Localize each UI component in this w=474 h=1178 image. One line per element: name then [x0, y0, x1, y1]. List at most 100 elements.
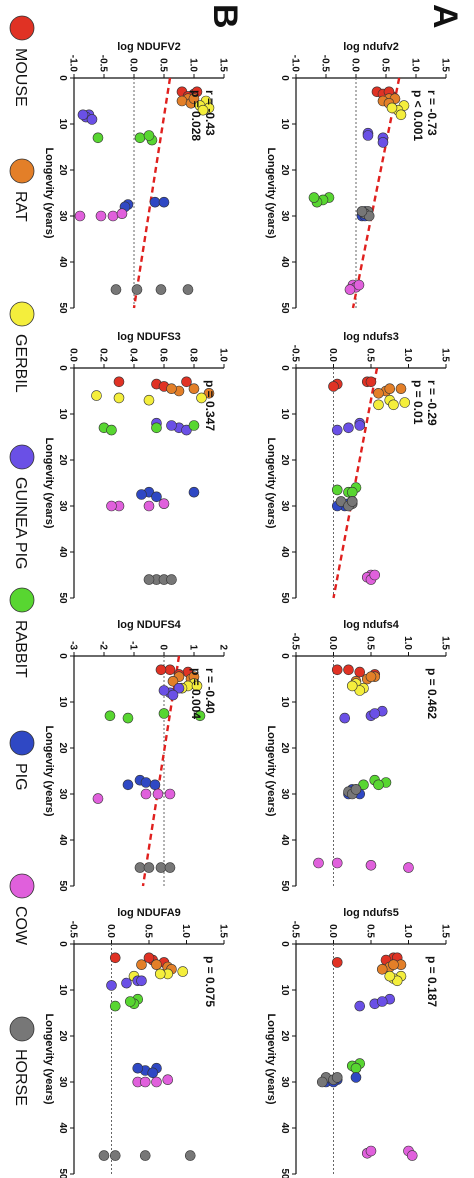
legend-marker	[9, 301, 35, 327]
data-point	[177, 966, 189, 977]
data-point	[373, 399, 384, 411]
data-point	[164, 862, 176, 873]
y-tick-label: 0.5	[365, 636, 376, 650]
data-point	[376, 963, 388, 975]
data-point	[151, 422, 162, 434]
x-tick-label: 0	[279, 653, 290, 659]
data-point	[151, 491, 162, 503]
x-tick-label: 10	[279, 408, 290, 420]
data-point	[196, 392, 207, 404]
y-axis-label: log NDUFV2	[117, 41, 181, 53]
data-point	[167, 689, 179, 701]
data-point	[116, 208, 128, 219]
data-point	[365, 860, 377, 871]
data-point	[109, 1150, 121, 1161]
data-point	[113, 392, 125, 404]
data-point	[313, 857, 324, 869]
x-tick-label: 40	[279, 256, 290, 268]
data-point	[181, 376, 192, 388]
data-point	[164, 664, 176, 676]
x-tick-label: 20	[57, 164, 68, 176]
data-point	[173, 682, 185, 694]
data-point	[354, 420, 366, 431]
legend-label: GERBIL	[12, 334, 29, 393]
data-point	[139, 1150, 151, 1161]
y-axis-label: log ndufs5	[343, 907, 399, 919]
data-point	[369, 708, 381, 719]
trend-line	[141, 655, 181, 887]
legend-label: RABBIT	[12, 620, 29, 678]
x-tick-label: 40	[57, 1122, 68, 1134]
y-tick-label: 1.0	[402, 636, 413, 650]
y-tick-label: -0.5	[290, 345, 301, 363]
data-point	[122, 779, 134, 791]
y-axis-label: log ndufs4	[343, 619, 399, 631]
data-point	[343, 664, 354, 676]
y-tick-label: 1.5	[218, 58, 229, 72]
x-tick-label: 30	[279, 788, 290, 800]
data-point	[158, 498, 170, 509]
x-tick-label: 50	[279, 1168, 290, 1178]
y-tick-label: 0.0	[105, 924, 116, 938]
stat-annotation: p = 0.004	[189, 668, 203, 719]
data-point	[158, 708, 170, 719]
x-tick-label: 40	[279, 1122, 290, 1134]
stat-annotation: r = -0.43	[203, 90, 217, 136]
data-point	[343, 422, 354, 434]
data-point	[373, 779, 384, 791]
data-point	[143, 394, 155, 406]
y-tick-label: 1.0	[188, 58, 199, 72]
data-point	[194, 710, 206, 722]
data-point	[376, 996, 388, 1007]
data-point	[98, 1150, 110, 1161]
y-tick-label: -0.5	[320, 55, 331, 73]
data-point	[143, 862, 155, 873]
panel-label-b: B	[206, 4, 244, 29]
data-point	[109, 952, 121, 964]
legend-marker	[9, 15, 35, 41]
y-tick-label: -0.5	[68, 921, 79, 939]
x-tick-label: 30	[279, 210, 290, 222]
data-point	[350, 1072, 362, 1083]
y-tick-label: 0.0	[350, 58, 361, 72]
data-point	[331, 484, 343, 496]
data-point	[344, 284, 356, 295]
data-point	[188, 420, 200, 431]
data-point	[143, 952, 155, 964]
data-point	[350, 1062, 362, 1074]
y-tick-label: 0.6	[158, 348, 169, 362]
data-point	[331, 664, 343, 676]
x-tick-label: 50	[57, 302, 68, 314]
data-point	[151, 959, 162, 971]
legend-marker	[9, 158, 35, 184]
y-tick-label: 1.0	[218, 348, 229, 362]
data-point	[136, 959, 147, 971]
data-point	[158, 685, 170, 696]
x-tick-label: 10	[279, 118, 290, 130]
data-point	[143, 130, 155, 141]
x-tick-label: 0	[57, 653, 68, 659]
y-tick-label: 1	[188, 644, 199, 650]
data-point	[365, 1145, 377, 1157]
chart-8: -0.5 0.0 0.5 1.0 1.5 0 10 20 30 40 50 Longevity (ye…	[43, 907, 229, 1178]
x-tick-label: 30	[57, 210, 68, 222]
x-axis-label: Longevity (years)	[265, 147, 277, 238]
data-point	[188, 486, 200, 498]
y-axis-label: log ndufv2	[343, 41, 399, 53]
data-point	[188, 93, 200, 105]
data-point	[406, 1150, 418, 1161]
y-tick-label: 0.5	[158, 58, 169, 72]
data-point	[149, 779, 161, 791]
x-axis-label: Longevity (years)	[43, 437, 55, 528]
x-axis-label: Longevity (years)	[43, 1013, 55, 1104]
legend-label: PIG	[12, 763, 29, 791]
data-point	[158, 196, 170, 208]
data-point	[92, 793, 104, 804]
data-point	[131, 284, 143, 295]
x-tick-label: 0	[57, 941, 68, 947]
data-point	[388, 959, 399, 971]
data-point	[152, 788, 164, 800]
legend-label: MOUSE	[12, 48, 29, 107]
data-point	[155, 862, 167, 873]
x-axis-label: Longevity (years)	[265, 725, 277, 816]
